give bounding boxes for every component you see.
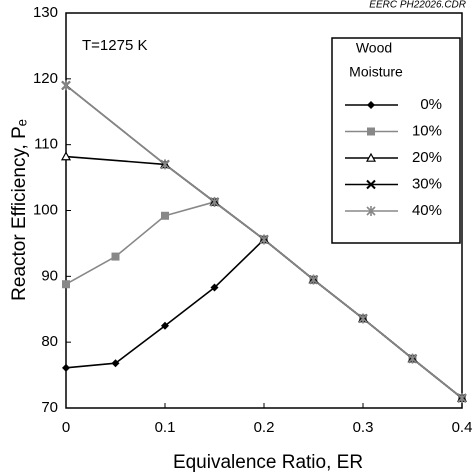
y-tick-label: 120 xyxy=(33,70,58,87)
marker xyxy=(367,101,375,109)
series-line xyxy=(65,84,463,399)
x-tick-label: 0.4 xyxy=(452,419,473,436)
marker-shape xyxy=(366,206,376,216)
marker-shape xyxy=(308,274,319,285)
x-tick-label: 0 xyxy=(62,419,70,436)
legend-label: 10% xyxy=(412,122,442,139)
marker-shape xyxy=(210,283,219,292)
marker xyxy=(259,234,269,245)
marker-shape xyxy=(367,127,375,136)
marker-shape xyxy=(60,151,72,161)
y-tick-label: 70 xyxy=(41,399,58,416)
marker-shape xyxy=(161,321,169,330)
y-tick-label: 110 xyxy=(34,136,58,153)
marker xyxy=(367,127,375,136)
y-tick-label: 90 xyxy=(41,267,58,284)
marker xyxy=(62,363,70,372)
marker-shape xyxy=(61,80,71,91)
marker xyxy=(457,393,467,404)
marker-shape xyxy=(365,152,377,162)
marker xyxy=(60,151,72,161)
marker xyxy=(366,179,376,190)
marker xyxy=(366,206,376,216)
x-tick-label: 0.3 xyxy=(353,419,374,436)
marker-shape xyxy=(457,393,467,404)
marker-shape xyxy=(407,353,418,364)
marker xyxy=(160,159,170,170)
legend-label: 30% xyxy=(412,175,442,192)
marker-shape xyxy=(209,196,220,207)
series-line xyxy=(65,238,463,399)
temperature-note: T=1275 K xyxy=(82,37,147,54)
marker-shape xyxy=(111,359,120,368)
x-tick-label: 0.1 xyxy=(155,419,176,436)
marker-shape xyxy=(358,313,368,324)
y-tick-label: 80 xyxy=(41,333,58,350)
legend-label: 20% xyxy=(412,149,442,166)
marker-shape xyxy=(259,234,269,245)
marker-shape xyxy=(62,280,70,289)
marker xyxy=(407,353,418,364)
marker xyxy=(308,274,319,285)
y-axis-label: Reactor Efficiency, Pₑ xyxy=(9,119,30,301)
marker xyxy=(62,280,70,289)
marker-shape xyxy=(160,159,170,170)
x-axis-label: Equivalence Ratio, ER xyxy=(173,452,363,473)
marker-shape xyxy=(62,363,70,372)
legend-label: 40% xyxy=(412,202,442,219)
marker xyxy=(111,359,120,368)
legend-box xyxy=(331,37,461,244)
marker-shape xyxy=(111,252,120,261)
marker xyxy=(365,152,377,162)
marker-shape xyxy=(367,101,375,109)
y-tick-label: 130 xyxy=(33,4,58,21)
x-tick-label: 0.2 xyxy=(254,419,275,436)
source-note: EERC PH22026.CDR xyxy=(369,0,466,11)
legend-label: 0% xyxy=(420,96,442,113)
marker-shape xyxy=(366,179,376,190)
legend-title: Moisture xyxy=(349,64,403,80)
marker xyxy=(358,313,368,324)
marker-shape xyxy=(161,211,169,220)
plot-frame xyxy=(65,12,463,409)
marker xyxy=(210,283,219,292)
marker xyxy=(161,211,169,220)
marker xyxy=(111,252,120,261)
legend-title: Wood xyxy=(356,40,392,56)
marker xyxy=(161,321,169,330)
marker xyxy=(209,196,220,207)
y-tick-label: 100 xyxy=(33,201,58,218)
marker xyxy=(61,80,71,91)
